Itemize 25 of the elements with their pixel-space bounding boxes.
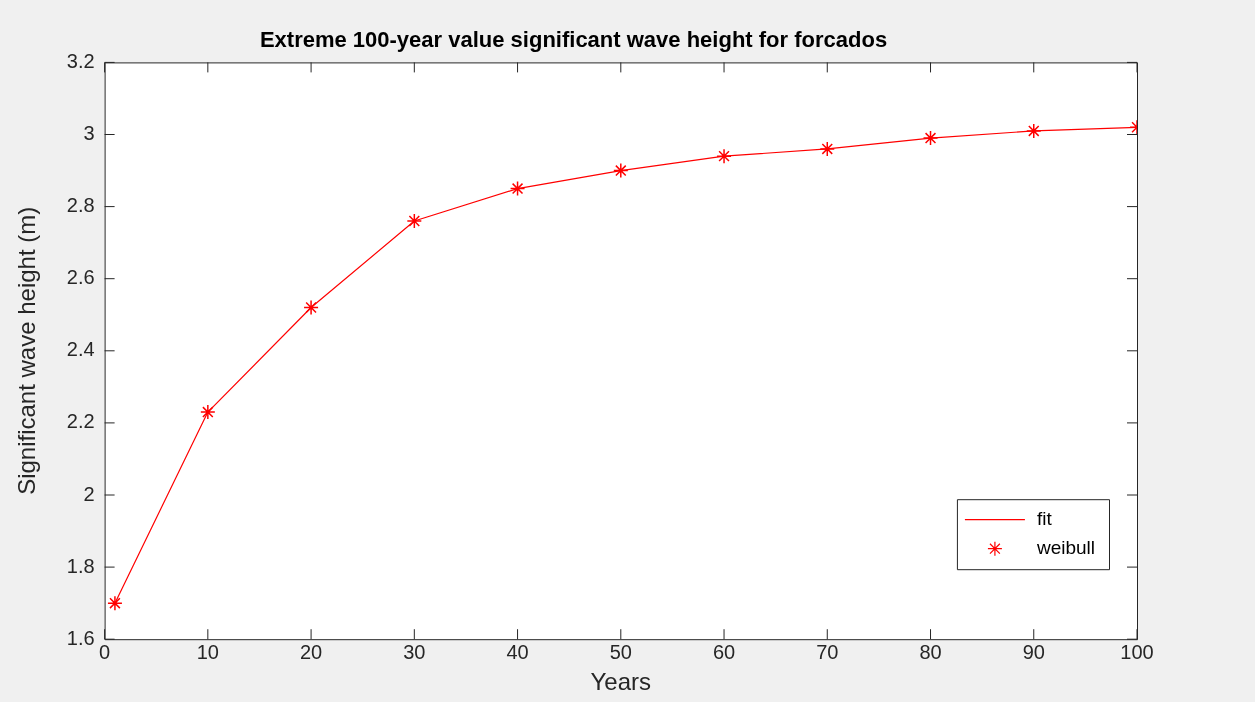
y-tick-label: 2 bbox=[83, 482, 95, 505]
chart-title: Extreme 100-year value significant wave height for forcados bbox=[259, 27, 888, 53]
x-tick-label: 0 bbox=[99, 640, 111, 663]
legend-label: fit bbox=[1036, 507, 1053, 529]
y-tick-label: 1.8 bbox=[66, 554, 95, 577]
y-tick-label: 3.2 bbox=[66, 49, 95, 72]
x-tick-label: 20 bbox=[299, 640, 323, 663]
y-tick-label: 2.8 bbox=[66, 194, 95, 217]
x-tick-label: 90 bbox=[1022, 640, 1045, 663]
x-tick-label: 80 bbox=[919, 640, 942, 663]
y-tick-label: 3 bbox=[83, 122, 95, 145]
x-tick-label: 60 bbox=[712, 640, 736, 663]
x-tick-label: 100 bbox=[1120, 640, 1154, 663]
x-tick-label: 30 bbox=[403, 640, 426, 663]
x-tick-label: 10 bbox=[196, 640, 219, 663]
x-tick-label: 70 bbox=[816, 640, 839, 663]
x-axis-title: Years bbox=[590, 668, 652, 696]
y-axis-title: Significant wave height (m) bbox=[13, 206, 41, 495]
y-tick-label: 2.2 bbox=[66, 410, 95, 433]
x-tick-label: 40 bbox=[506, 640, 529, 663]
legend-label: weibull bbox=[1035, 536, 1096, 558]
y-tick-label: 2.6 bbox=[66, 266, 95, 289]
y-tick-label: 2.4 bbox=[66, 338, 95, 361]
y-tick-label: 1.6 bbox=[66, 626, 95, 649]
x-tick-label: 50 bbox=[609, 640, 632, 663]
